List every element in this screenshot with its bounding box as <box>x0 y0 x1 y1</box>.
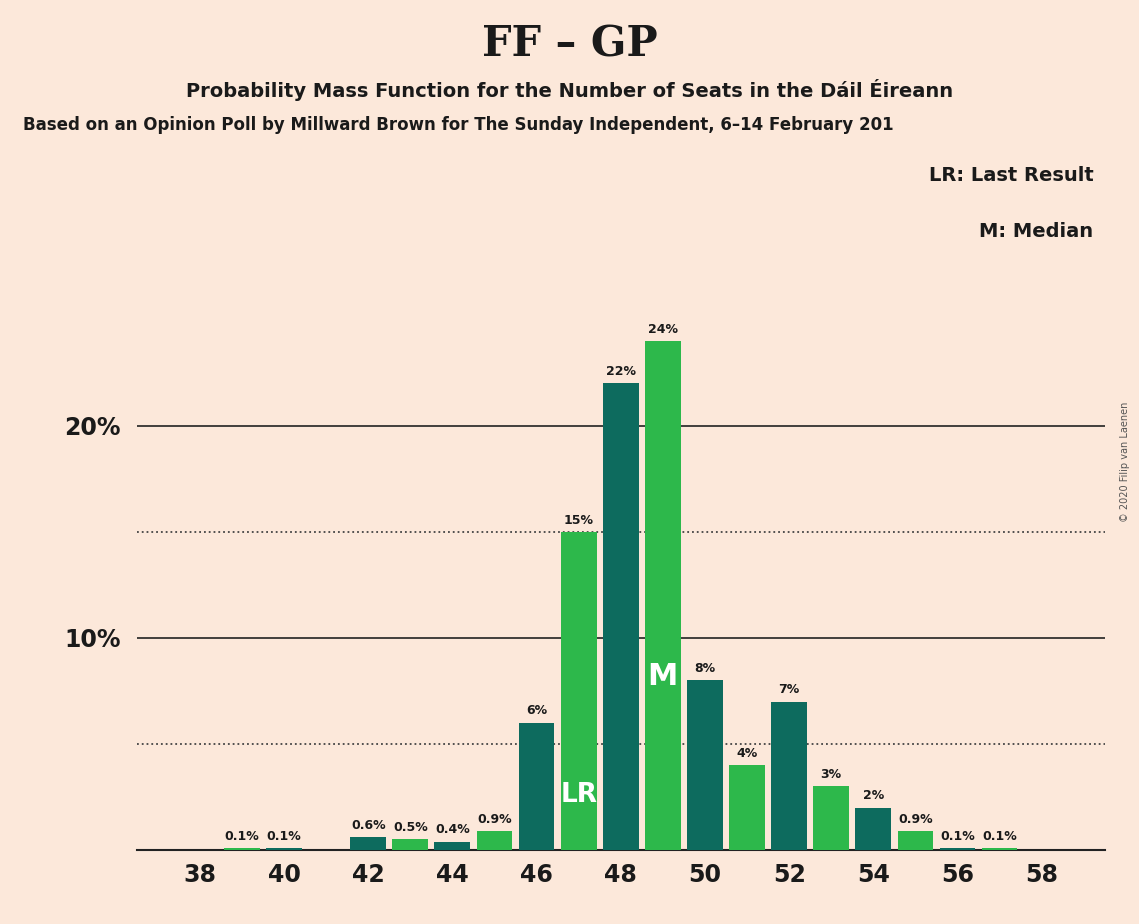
Text: M: M <box>648 662 678 691</box>
Text: FF – GP: FF – GP <box>482 23 657 65</box>
Text: 2%: 2% <box>862 789 884 802</box>
Text: 3%: 3% <box>821 768 842 781</box>
Text: LR: Last Result: LR: Last Result <box>928 166 1093 186</box>
Text: 0.1%: 0.1% <box>224 830 260 843</box>
Bar <box>476 831 513 850</box>
Text: 15%: 15% <box>564 514 593 527</box>
Bar <box>518 723 555 850</box>
Text: M: Median: M: Median <box>980 222 1093 241</box>
Bar <box>351 837 386 850</box>
Text: 22%: 22% <box>606 365 636 378</box>
Bar <box>729 765 765 850</box>
Text: 0.5%: 0.5% <box>393 821 427 834</box>
Text: 4%: 4% <box>737 747 757 760</box>
Text: 6%: 6% <box>526 704 547 717</box>
Bar <box>224 848 260 850</box>
Text: Based on an Opinion Poll by Millward Brown for The Sunday Independent, 6–14 Febr: Based on an Opinion Poll by Millward Bro… <box>23 116 893 133</box>
Text: 0.1%: 0.1% <box>982 830 1017 843</box>
Text: 0.6%: 0.6% <box>351 819 385 832</box>
Bar <box>898 831 933 850</box>
Bar <box>603 383 639 850</box>
Bar <box>940 848 975 850</box>
Text: Probability Mass Function for the Number of Seats in the Dáil Éireann: Probability Mass Function for the Number… <box>186 79 953 101</box>
Text: LR: LR <box>560 782 597 808</box>
Bar <box>434 842 470 850</box>
Bar <box>771 701 808 850</box>
Bar <box>393 840 428 850</box>
Text: 24%: 24% <box>648 322 678 335</box>
Bar <box>560 532 597 850</box>
Bar <box>982 848 1017 850</box>
Bar <box>855 808 891 850</box>
Text: 0.9%: 0.9% <box>898 813 933 826</box>
Text: 0.4%: 0.4% <box>435 823 469 836</box>
Text: 0.1%: 0.1% <box>940 830 975 843</box>
Bar <box>687 680 723 850</box>
Text: 0.9%: 0.9% <box>477 813 511 826</box>
Bar <box>645 341 681 850</box>
Bar <box>813 786 849 850</box>
Text: © 2020 Filip van Laenen: © 2020 Filip van Laenen <box>1120 402 1130 522</box>
Bar <box>267 848 302 850</box>
Text: 7%: 7% <box>778 683 800 697</box>
Text: 0.1%: 0.1% <box>267 830 302 843</box>
Text: 8%: 8% <box>695 662 715 675</box>
